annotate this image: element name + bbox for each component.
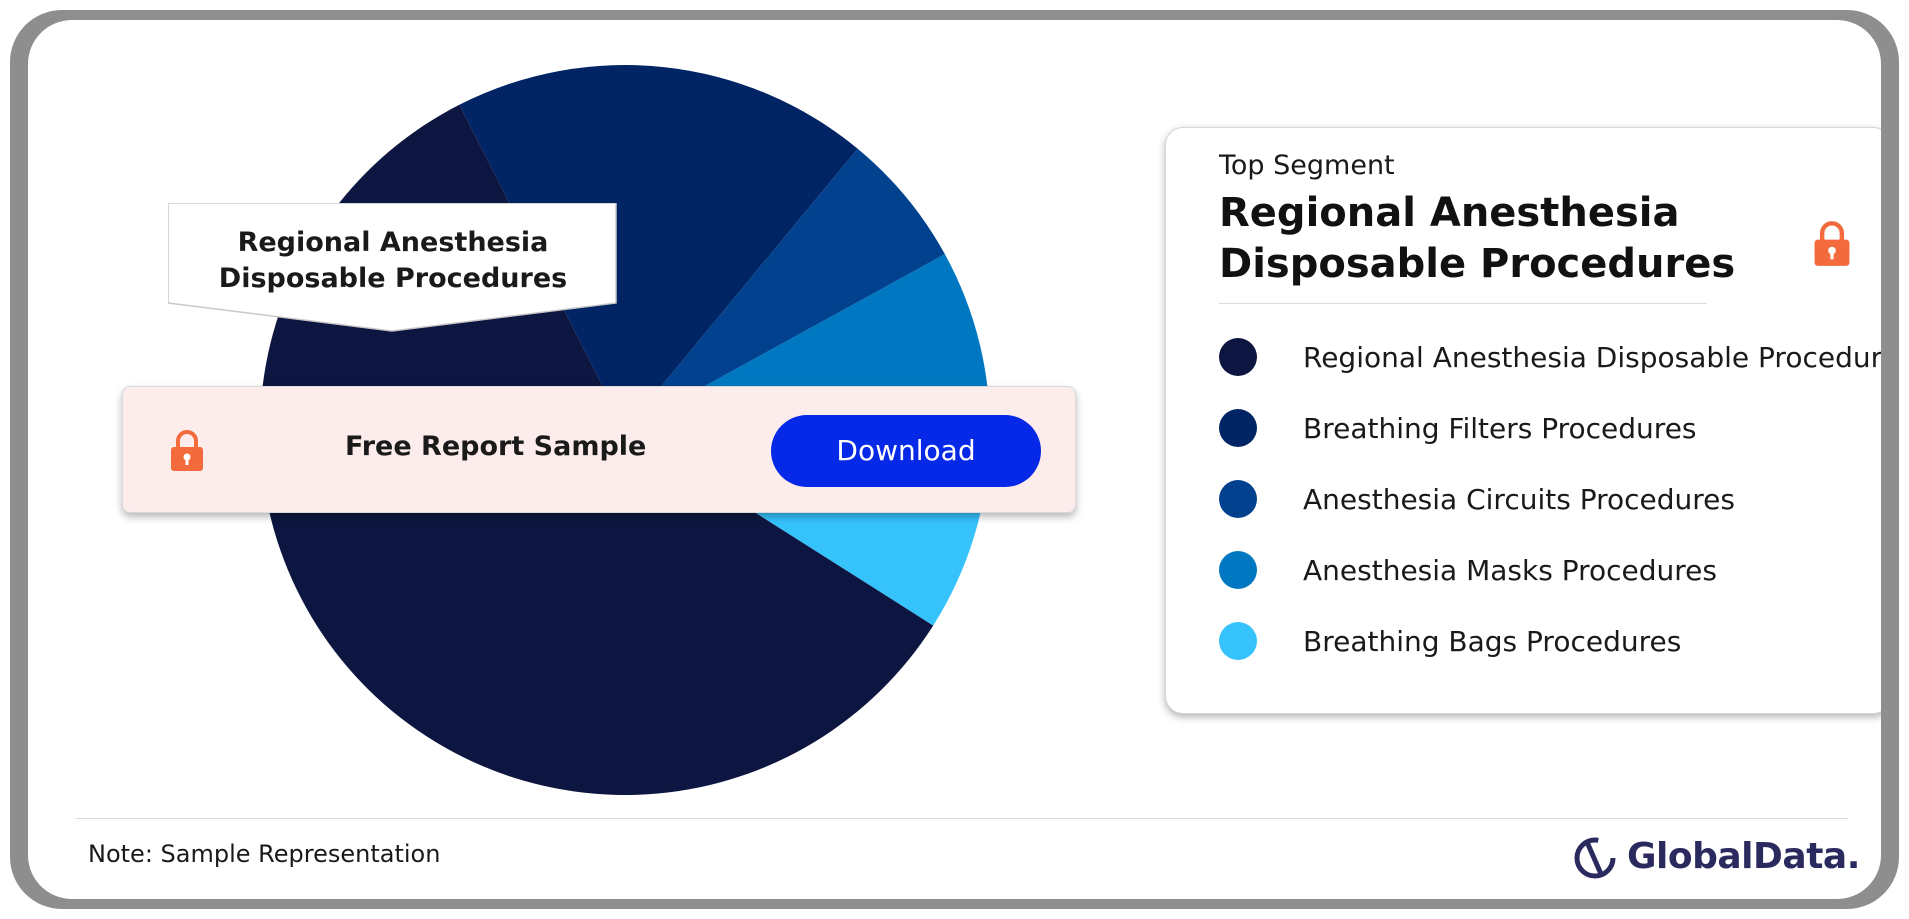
callout-shape [168,203,617,332]
legend-swatch [1219,480,1257,518]
chart-card: Regional Anesthesia Disposable Procedure… [28,20,1881,899]
pie-slice [625,148,945,430]
lock-icon [1814,221,1850,266]
free-sample-text: Free Report Sample [345,431,647,462]
callout-line-1: Regional Anesthesia [237,227,549,258]
brand-logo: GlobalData. [1571,834,1860,886]
footer-divider [76,818,1848,819]
free-sample-banner: Free Report Sample Download [122,386,1076,513]
top-segment-panel: Top Segment Regional Anesthesia Disposab… [1165,127,1881,714]
legend-label: Anesthesia Masks Procedures [1303,554,1717,587]
top-segment-title: Regional Anesthesia Disposable Procedure… [1219,188,1735,290]
top-segment-label: Top Segment [1219,150,1395,181]
top-segment-title-line-1: Regional Anesthesia [1219,190,1680,236]
legend-label: Regional Anesthesia Disposable Procedure… [1303,341,1881,374]
pie-slice [459,65,858,431]
brand-name: GlobalData. [1627,836,1860,877]
top-segment-title-line-2: Disposable Procedures [1219,241,1736,287]
legend-swatch [1219,551,1257,589]
legend-label: Breathing Bags Procedures [1303,625,1682,658]
globaldata-logo-icon [1574,837,1616,879]
title-divider [1219,303,1707,304]
legend-label: Anesthesia Circuits Procedures [1303,483,1735,516]
lock-icon [171,430,203,471]
legend-swatch [1219,409,1257,447]
legend-label: Breathing Filters Procedures [1303,412,1697,445]
download-button[interactable]: Download [771,415,1041,487]
footer-note: Note: Sample Representation [88,840,441,868]
callout-line-2: Disposable Procedures [218,263,568,294]
callout-label: Regional Anesthesia Disposable Procedure… [168,225,618,297]
top-segment-callout: Regional Anesthesia Disposable Procedure… [168,203,618,335]
legend-swatch [1219,338,1257,376]
legend-swatch [1219,622,1257,660]
